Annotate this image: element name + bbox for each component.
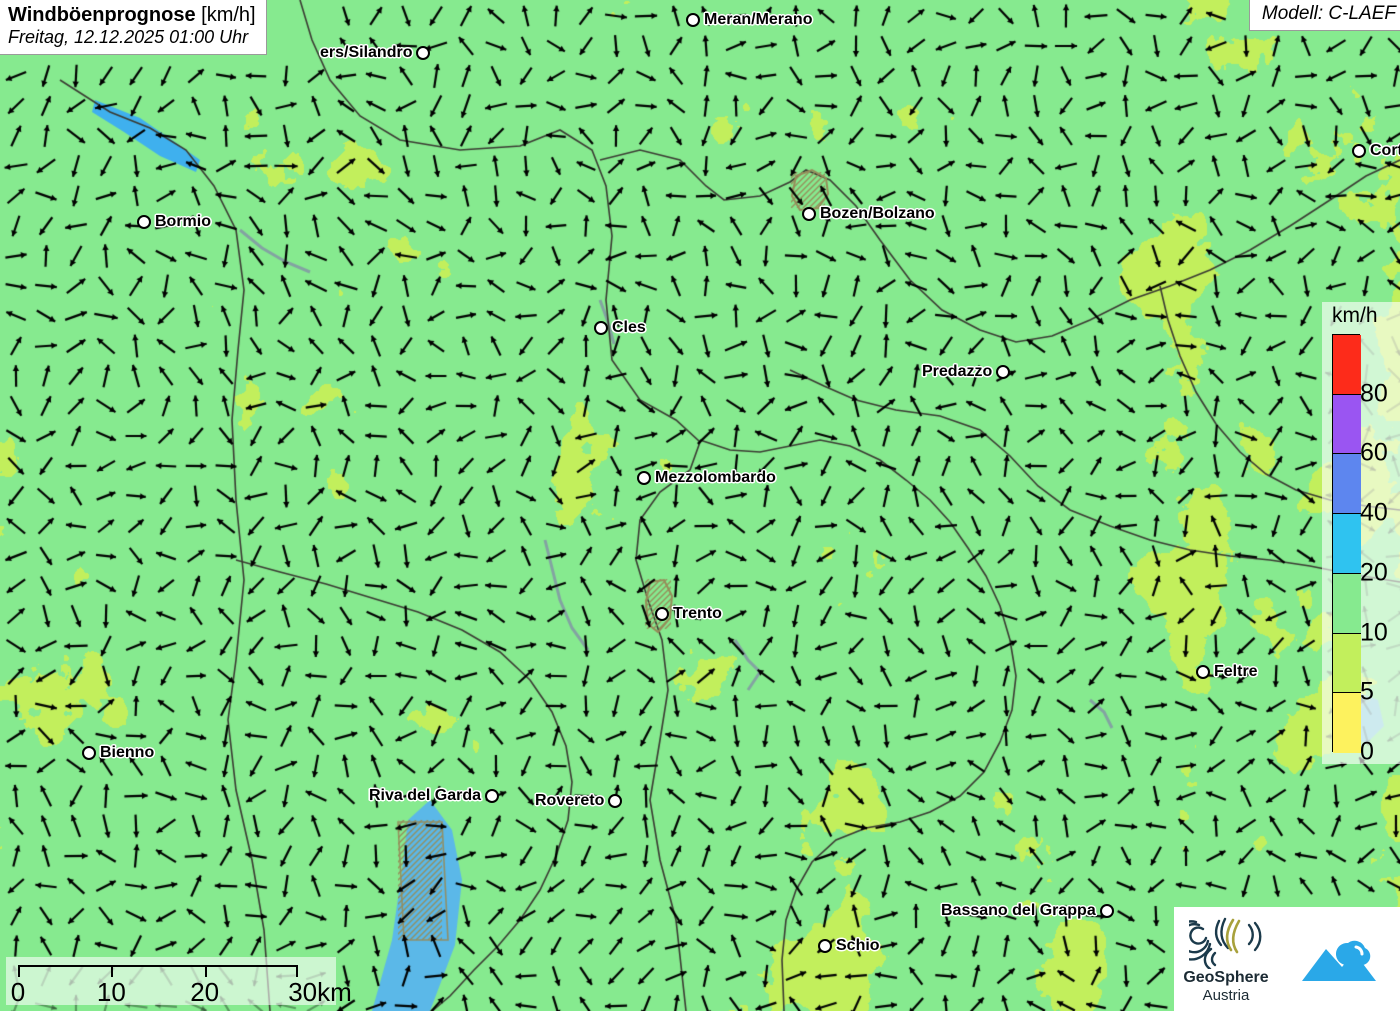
scale-tick (111, 965, 114, 977)
title-main: Windböenprognose (8, 4, 196, 26)
place-label[interactable]: Riva del Garda (369, 787, 500, 805)
place-label[interactable]: Mezzolombardo (637, 469, 776, 487)
city-marker-icon (818, 939, 832, 953)
scale-label: 0 (10, 977, 26, 1007)
city-marker-icon (655, 607, 669, 621)
city-marker-icon (416, 46, 431, 60)
place-name: Bienno (100, 744, 155, 761)
place-label[interactable]: Bormio (137, 213, 211, 231)
forecast-timestamp: Freitag, 12.12.2025 01:00 Uhr (8, 27, 249, 48)
place-name: Cles (612, 319, 646, 336)
city-marker-icon (1352, 144, 1366, 158)
city-marker-icon (996, 365, 1011, 379)
city-marker-icon (1196, 665, 1210, 679)
scale-label: 10 (96, 977, 126, 1007)
color-legend: km/h 80 60 40 20 10 5 0 (1322, 302, 1400, 766)
place-label[interactable]: Bassano del Grappa (941, 902, 1114, 920)
scale-bar-line (18, 965, 298, 977)
scale-bar: 0 10 20 30km (6, 957, 352, 1007)
page-title: Windböenprognose [km/h] (8, 3, 256, 27)
place-name: Bormio (155, 213, 211, 230)
legend-tick-label: 0 (1360, 737, 1374, 766)
place-label[interactable]: Schio (818, 937, 880, 955)
model-label: Modell: C-LAEF (1261, 3, 1396, 24)
geosphere-name-line1: GeoSphere (1183, 969, 1269, 986)
city-marker-icon (137, 215, 151, 229)
geosphere-logo[interactable]: GeoSphere Austria (1174, 907, 1278, 1011)
geosphere-name-line2: Austria (1202, 987, 1250, 1004)
place-name: ers/Silandro (320, 44, 413, 61)
city-marker-icon (637, 471, 651, 485)
place-name: Bozen/Bolzano (820, 205, 935, 222)
legend-segment (1333, 693, 1361, 753)
city-marker-icon (802, 207, 816, 221)
mountain-cloud-icon (1302, 940, 1376, 981)
legend-segment (1333, 573, 1361, 634)
place-name: Cortin (1370, 142, 1400, 159)
legend-tick-label: 40 (1360, 498, 1388, 527)
title-box: Windböenprognose [km/h] Freitag, 12.12.2… (0, 0, 267, 56)
legend-tick-label: 20 (1360, 558, 1388, 587)
legend-unit-label: km/h (1332, 304, 1378, 327)
legend-segment (1333, 335, 1361, 395)
legend-segment (1333, 514, 1361, 574)
place-name: Riva del Garda (369, 787, 482, 804)
city-marker-icon (594, 321, 608, 335)
scale-label: 30km (288, 977, 352, 1007)
place-name: Schio (836, 937, 880, 954)
place-name: Rovereto (535, 792, 605, 809)
place-label[interactable]: Bienno (82, 744, 154, 762)
title-unit: [km/h] (201, 4, 256, 26)
place-label[interactable]: Meran/Merano (686, 11, 812, 29)
place-label[interactable]: Trento (655, 605, 722, 623)
legend-segment (1333, 394, 1361, 455)
place-label[interactable]: Predazzo (922, 363, 1011, 381)
place-label[interactable]: Cortin (1352, 142, 1400, 160)
legend-segment (1333, 454, 1361, 515)
model-box: Modell: C-LAEF (1248, 0, 1400, 31)
legend-tick-label: 10 (1360, 618, 1388, 647)
place-name: Meran/Merano (704, 11, 813, 28)
geosphere-swirl-icon (1189, 917, 1262, 969)
city-marker-icon (485, 789, 500, 803)
place-name: Feltre (1214, 663, 1258, 680)
city-marker-icon (686, 13, 700, 27)
legend-tick-label: 80 (1360, 379, 1388, 408)
place-name: Mezzolombardo (655, 469, 776, 486)
legend-tick-label: 5 (1360, 677, 1374, 706)
place-name: Trento (673, 605, 722, 622)
legend-colorbar (1332, 334, 1361, 753)
place-label[interactable]: Feltre (1196, 663, 1258, 681)
place-name: Predazzo (922, 363, 993, 380)
logo-bar: GeoSphere Austria (1174, 907, 1400, 1011)
place-name: Bassano del Grappa (941, 902, 1096, 919)
place-label[interactable]: Cles (594, 319, 646, 337)
place-label[interactable]: Bozen/Bolzano (802, 205, 935, 223)
place-label[interactable]: ers/Silandro (320, 44, 431, 62)
city-marker-icon (82, 746, 96, 760)
legend-tick-label: 60 (1360, 438, 1388, 467)
scale-label: 20 (190, 977, 220, 1007)
legend-segment (1333, 633, 1361, 694)
scale-tick (204, 965, 207, 977)
city-marker-icon (1099, 904, 1114, 918)
city-marker-icon (608, 794, 623, 808)
place-label[interactable]: Rovereto (535, 792, 623, 810)
brand-logo[interactable] (1278, 907, 1400, 1011)
